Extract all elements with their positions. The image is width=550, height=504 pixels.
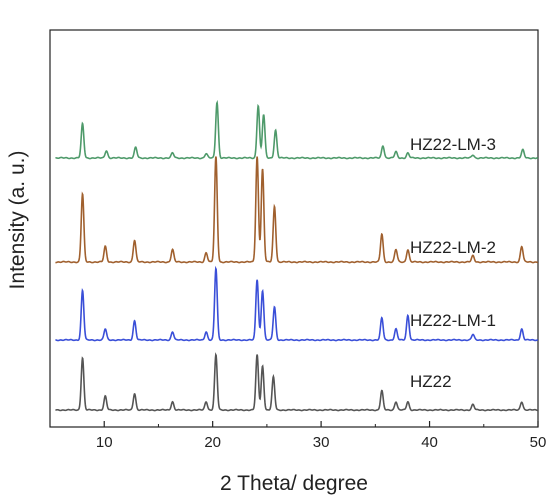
series-label-hz22-lm-3: HZ22-LM-3 <box>410 135 496 154</box>
series-group: HZ22 HZ22-LM-1 HZ22-LM-2 HZ22-LM-3 <box>55 99 539 412</box>
series-line-hz22-lm-2 <box>55 156 538 264</box>
x-tick-label: 20 <box>204 434 221 451</box>
series-line-hz22-lm-1 <box>55 265 538 342</box>
plot-frame <box>49 29 539 428</box>
y-axis-title: Intensity (a. u.) <box>6 151 29 290</box>
series-label-hz22-lm-2: HZ22-LM-2 <box>410 238 496 257</box>
x-tick-label: 50 <box>530 434 547 451</box>
x-tick-label: 40 <box>421 434 438 451</box>
x-tick-label: 30 <box>313 434 330 451</box>
x-ticks: 10 20 30 40 50 <box>49 421 547 451</box>
series-label-hz22-lm-1: HZ22-LM-1 <box>410 311 496 330</box>
series-line-hz22-lm-3 <box>55 99 539 160</box>
series-line-hz22 <box>55 352 538 412</box>
plot-area <box>49 29 539 428</box>
x-tick-label: 10 <box>96 434 113 451</box>
series-label-hz22: HZ22 <box>410 372 452 391</box>
x-axis-title: 2 Theta/ degree <box>220 472 368 495</box>
